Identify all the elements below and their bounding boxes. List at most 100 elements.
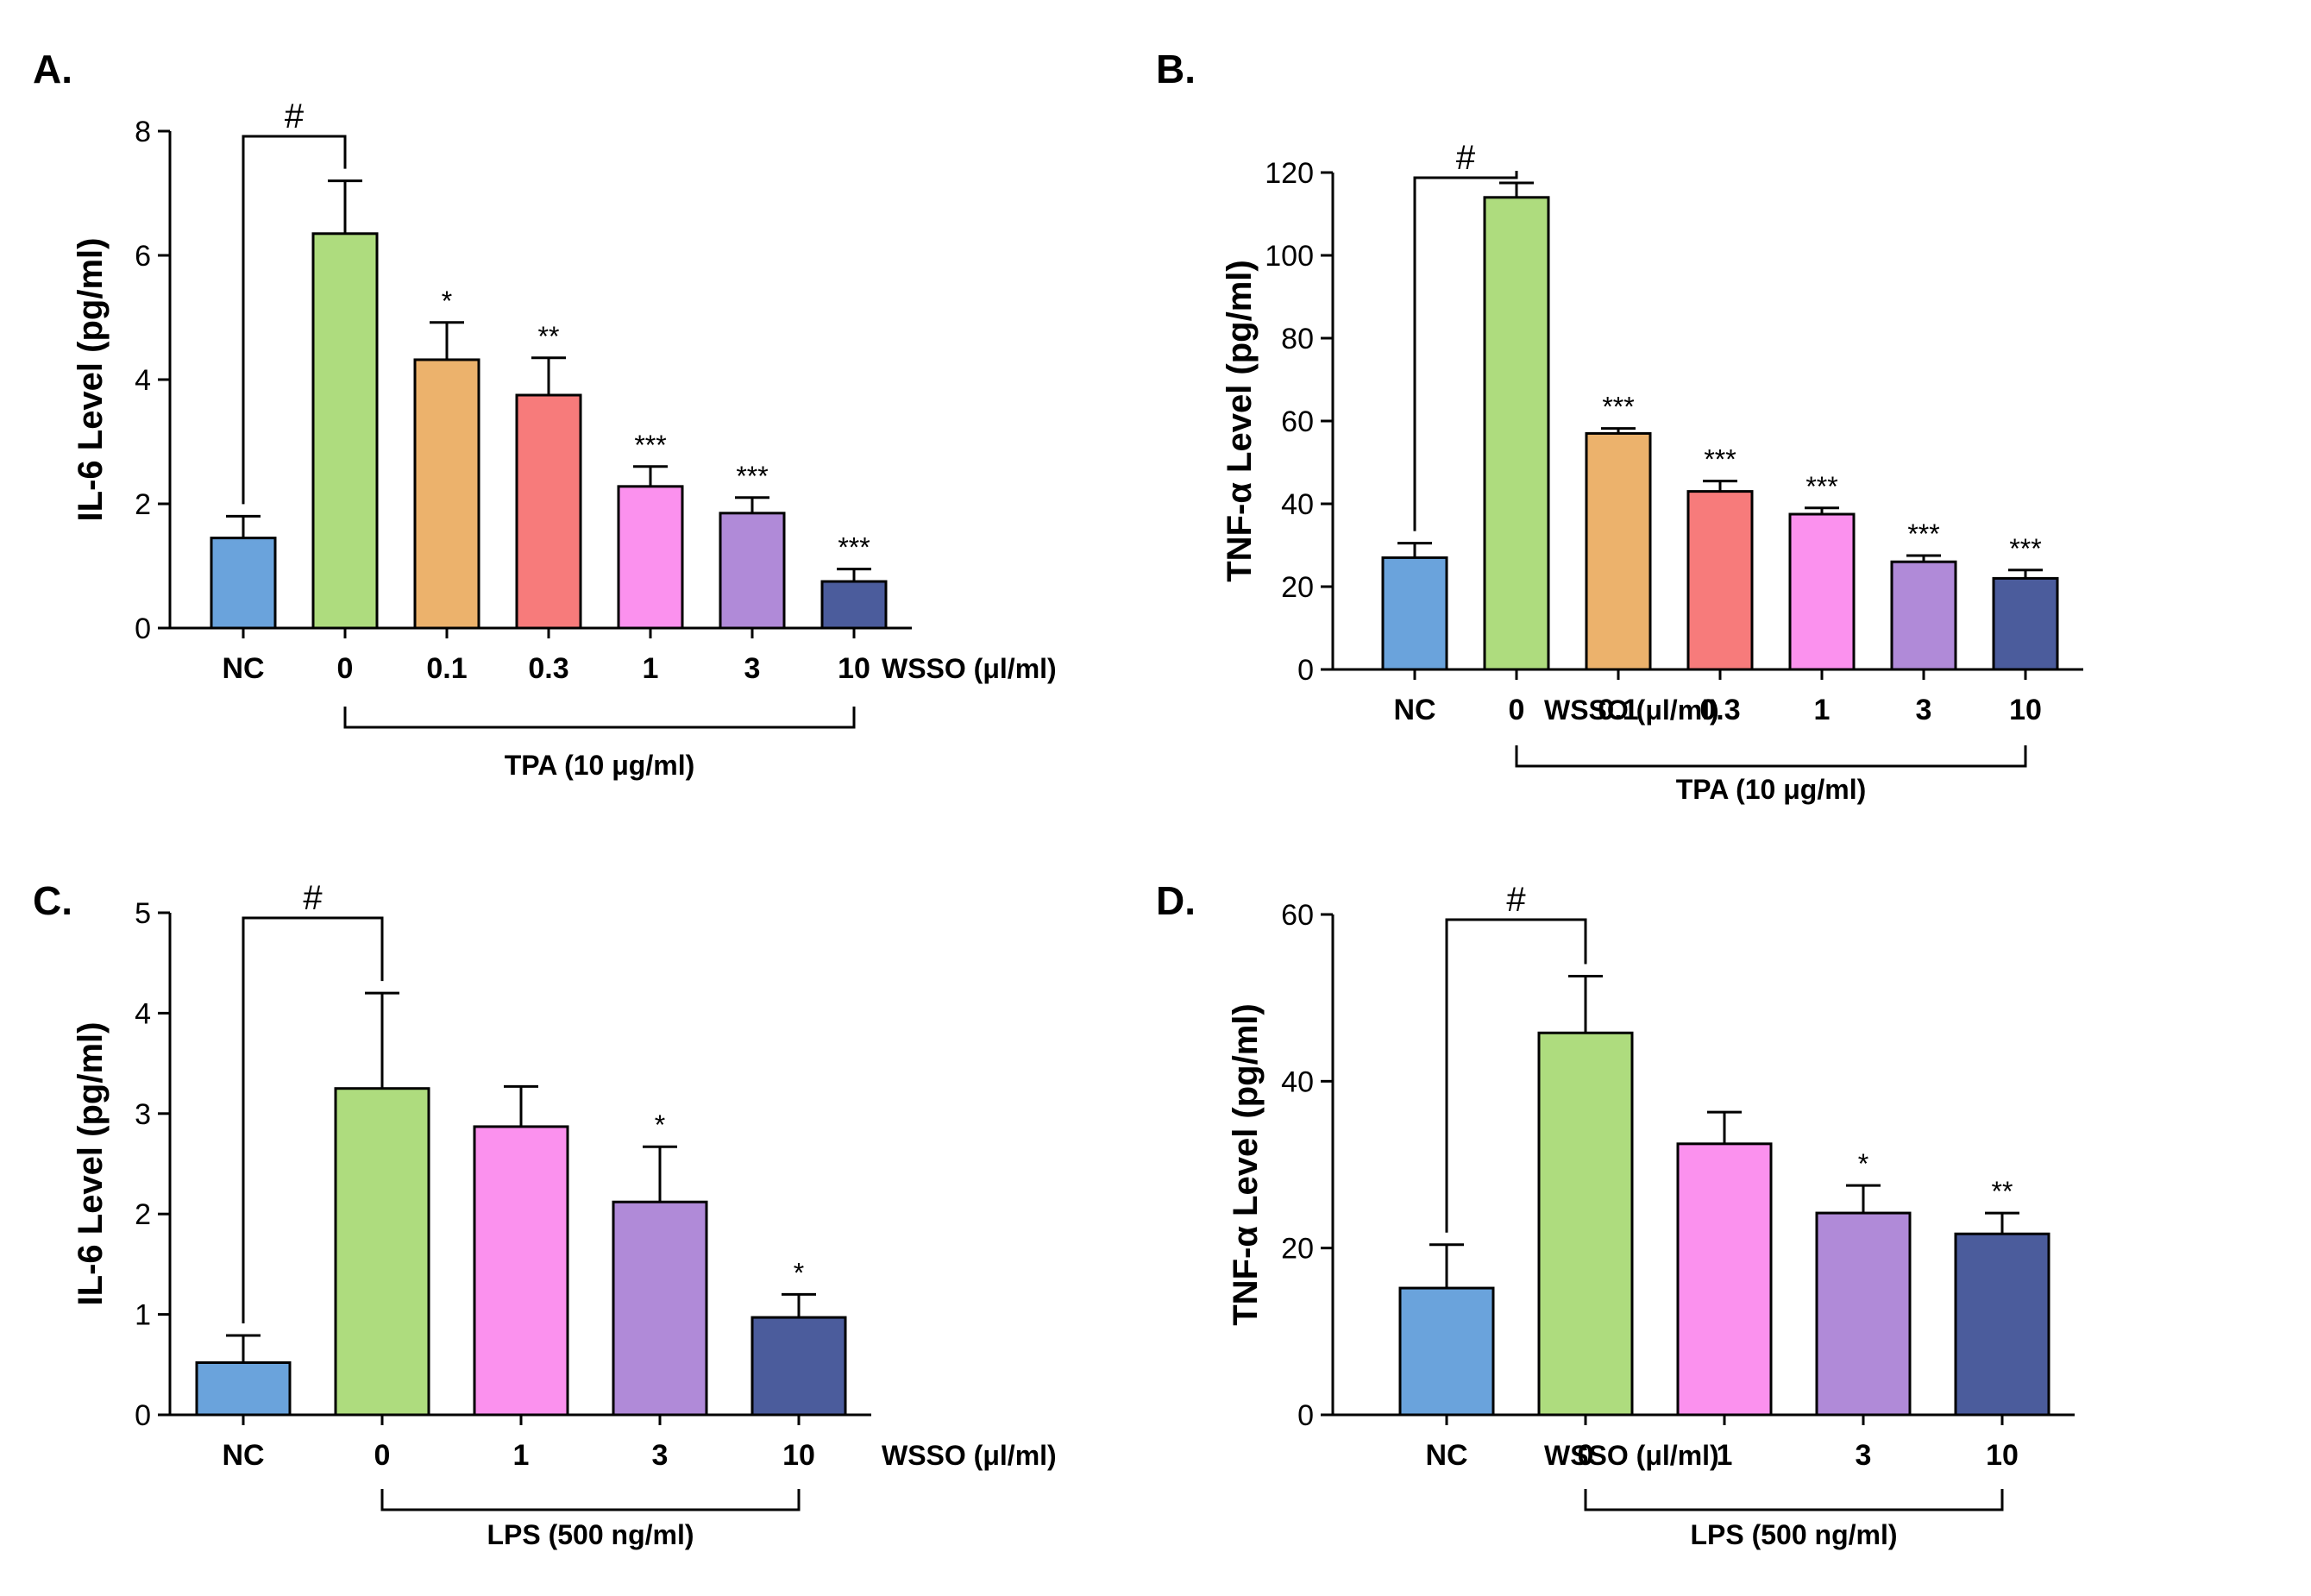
bar [1483, 196, 1550, 671]
panel-a: A. IL-6 Level (pg/ml) 0 2 4 6 8 NC 0 0.1 * 0.3 ** 1 **… [33, 47, 1057, 781]
treatment-bracket [343, 707, 856, 729]
x-tick-label: 3 [1916, 694, 1932, 726]
x-tick-label: 10 [1986, 1439, 2019, 1472]
significance-marker: *** [1907, 518, 1939, 550]
panel-letter: A. [33, 47, 72, 91]
x-tick-label: NC [1393, 694, 1435, 726]
x-tick-label: 0.1 [426, 652, 467, 685]
significance-marker: * [442, 286, 452, 317]
treatment-bracket [1515, 745, 2027, 768]
bar [195, 1360, 292, 1417]
x-tick-label: 3 [652, 1439, 669, 1472]
y-tick-label: 6 [135, 240, 151, 273]
y-tick-label: 40 [1281, 488, 1314, 521]
y-axis-label: TNF-α Level (pg/ml) [1227, 1003, 1265, 1325]
significance-marker: *** [838, 532, 870, 563]
treatment-bracket [380, 1489, 801, 1511]
bar [1381, 556, 1448, 671]
significance-marker: *** [634, 430, 666, 461]
y-tick-label: 2 [135, 488, 151, 521]
hash-marker: # [1506, 881, 1526, 919]
y-tick-label: 8 [135, 116, 151, 148]
y-tick-label: 0 [135, 1399, 151, 1432]
x-tick-label: 3 [744, 652, 761, 685]
y-tick-label: 60 [1281, 405, 1314, 438]
y-tick-label: 20 [1281, 1233, 1314, 1266]
y-axis-label: IL-6 Level (pg/ml) [72, 238, 110, 522]
y-tick-label: 120 [1265, 157, 1314, 190]
bar [515, 393, 582, 630]
y-tick-label: 0 [1297, 654, 1314, 687]
x-unit-label: WSSO (μl/ml) [882, 1440, 1057, 1471]
hash-marker: # [285, 97, 305, 135]
comparison-bracket [1445, 918, 1587, 1233]
significance-marker: * [794, 1257, 804, 1288]
x-unit-label: WSSO (μl/ml) [882, 653, 1057, 684]
y-tick-label: 4 [135, 364, 151, 397]
x-tick-label: 10 [782, 1439, 815, 1472]
x-tick-label: 1 [643, 652, 659, 685]
comparison-bracket [242, 135, 347, 505]
significance-marker: * [1858, 1148, 1868, 1179]
panel-d: D. TNF-α Level (pg/ml) 0 20 40 60 NC 0 1 3 * 10 ** WS… [1156, 878, 2075, 1550]
bar [1992, 576, 2059, 671]
bar [719, 512, 786, 630]
bar [311, 232, 379, 630]
x-tick-label: 1 [513, 1439, 530, 1472]
x-tick-label: 0 [1509, 694, 1525, 726]
bar [1815, 1211, 1912, 1417]
bar [1585, 431, 1652, 671]
x-tick-label: 0.1 [1598, 694, 1638, 726]
x-tick-label: 1 [1717, 1439, 1733, 1472]
bar [750, 1316, 847, 1417]
bar [1788, 512, 1856, 671]
x-tick-label: NC [222, 652, 264, 685]
bar [617, 485, 684, 630]
bar [612, 1200, 708, 1417]
y-tick-label: 80 [1281, 323, 1314, 355]
comparison-bracket [242, 916, 384, 1324]
panel-letter: D. [1156, 878, 1196, 923]
bar [334, 1087, 430, 1417]
y-tick-label: 0 [135, 613, 151, 645]
panel-letter: C. [33, 878, 72, 923]
y-tick-label: 60 [1281, 899, 1314, 932]
x-tick-label: 0 [337, 652, 354, 685]
y-tick-label: 100 [1265, 240, 1314, 273]
bar [1890, 560, 1957, 671]
x-unit-label: WSSO (μl/ml) [1544, 1440, 1719, 1471]
y-tick-label: 5 [135, 897, 151, 930]
bar [473, 1125, 569, 1417]
bar [413, 358, 480, 630]
bar [820, 580, 888, 630]
x-unit-label: WSSO (μl/ml) [1544, 694, 1719, 726]
x-tick-label: 0 [374, 1439, 391, 1472]
bar [1954, 1232, 2050, 1417]
treatment-label: TPA (10 μg/ml) [1676, 774, 1866, 805]
significance-marker: *** [2009, 533, 2041, 564]
bar [1676, 1142, 1773, 1417]
y-tick-label: 20 [1281, 571, 1314, 604]
bar [1686, 490, 1754, 671]
significance-marker: *** [1704, 444, 1736, 475]
treatment-bracket [1584, 1489, 2004, 1511]
x-tick-label: 0 [1578, 1439, 1594, 1472]
y-axis-label: IL-6 Level (pg/ml) [72, 1022, 110, 1306]
panel-letter: B. [1156, 47, 1196, 91]
significance-marker: ** [1992, 1176, 2013, 1207]
bar [1537, 1031, 1634, 1417]
hash-marker: # [303, 879, 323, 917]
panel-c: C. IL-6 Level (pg/ml) 0 1 2 3 4 5 NC 0 1 3 * 10 * WSSO … [33, 878, 1057, 1550]
x-tick-label: NC [1425, 1439, 1467, 1472]
bar [1398, 1286, 1495, 1417]
panel-b: B. TNF-α Level (pg/ml) 0 20 40 60 80 100 120 NC 0 0… [1156, 47, 2083, 805]
y-tick-label: 40 [1281, 1065, 1314, 1098]
x-tick-label: 3 [1856, 1439, 1872, 1472]
x-tick-label: 1 [1814, 694, 1831, 726]
y-tick-label: 1 [135, 1299, 151, 1332]
x-tick-label: 0.3 [528, 652, 568, 685]
significance-marker: *** [736, 461, 768, 492]
hash-marker: # [1456, 139, 1476, 177]
comparison-bracket [1413, 171, 1518, 531]
